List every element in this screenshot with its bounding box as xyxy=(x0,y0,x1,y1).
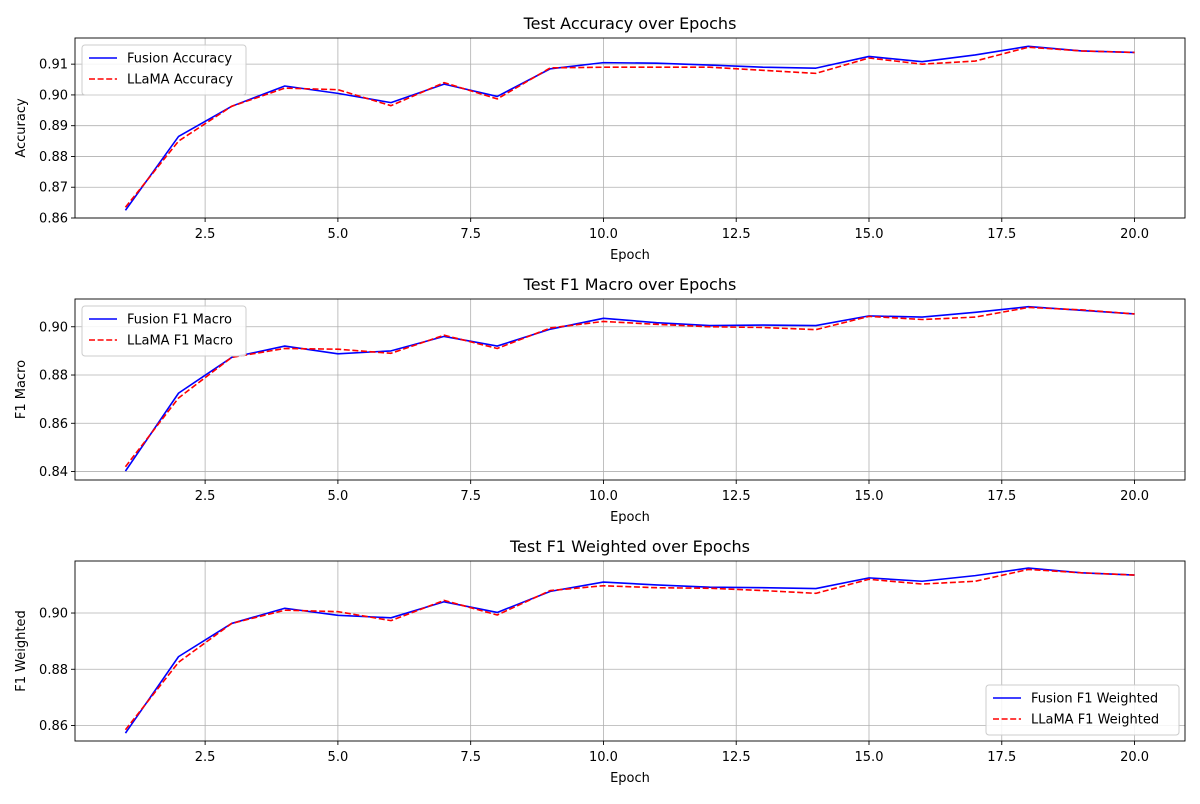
y-tick-label: 0.90 xyxy=(39,607,68,622)
y-tick-label: 0.88 xyxy=(39,663,68,678)
x-tick-label: 7.5 xyxy=(460,750,481,765)
x-tick-label: 2.5 xyxy=(195,489,216,504)
series-line-fusion xyxy=(124,45,1135,211)
y-tick-label: 0.89 xyxy=(39,119,68,134)
y-tick-label: 0.86 xyxy=(39,212,68,227)
x-tick-label: 7.5 xyxy=(460,227,481,242)
legend-label: LLaMA F1 Macro xyxy=(127,334,233,349)
series-line-llama xyxy=(124,46,1135,208)
x-tick-label: 12.5 xyxy=(722,489,751,504)
y-axis-label: Accuracy xyxy=(14,98,29,158)
x-tick-label: 20.0 xyxy=(1120,227,1149,242)
x-tick-label: 20.0 xyxy=(1120,750,1149,765)
y-tick-label: 0.84 xyxy=(39,465,68,480)
plot-frame xyxy=(74,560,1186,742)
x-axis-label: Epoch xyxy=(610,771,650,786)
x-tick-label: 17.5 xyxy=(987,750,1016,765)
x-tick-label: 2.5 xyxy=(195,750,216,765)
y-tick-label: 0.91 xyxy=(39,58,68,73)
y-tick-label: 0.86 xyxy=(39,417,68,432)
x-tick-label: 12.5 xyxy=(722,227,751,242)
y-tick-label: 0.88 xyxy=(39,150,68,165)
legend-box xyxy=(81,44,247,96)
x-tick-label: 15.0 xyxy=(855,489,884,504)
x-tick-label: 7.5 xyxy=(460,489,481,504)
series-line-fusion xyxy=(124,305,1135,472)
legend: Fusion F1 Macro LLaMA F1 Macro xyxy=(81,305,247,357)
series-line-llama xyxy=(124,568,1135,731)
legend-label: Fusion F1 Weighted xyxy=(1031,692,1158,707)
x-tick-label: 12.5 xyxy=(722,750,751,765)
legend-label: Fusion F1 Macro xyxy=(127,313,232,328)
legend-label: LLaMA Accuracy xyxy=(127,73,233,88)
plot-frame xyxy=(74,37,1186,219)
chart-title: Test Accuracy over Epochs xyxy=(523,14,737,33)
chart-panel-2: 2.5 5.0 7.5 10.0 12.5 15.0 17.5 20.0 0.84 0.86 0.8… xyxy=(14,275,1186,525)
x-tick-label: 15.0 xyxy=(855,750,884,765)
series-line-fusion xyxy=(124,567,1135,734)
y-tick-label: 0.87 xyxy=(39,181,68,196)
legend-label: Fusion Accuracy xyxy=(127,52,232,67)
plot-frame xyxy=(74,298,1186,481)
y-tick-label: 0.90 xyxy=(39,88,68,103)
x-tick-label: 20.0 xyxy=(1120,489,1149,504)
y-tick-label: 0.86 xyxy=(39,719,68,734)
x-tick-label: 10.0 xyxy=(589,489,618,504)
x-tick-label: 17.5 xyxy=(987,227,1016,242)
x-tick-label: 5.0 xyxy=(328,489,349,504)
chart-title: Test F1 Weighted over Epochs xyxy=(509,537,750,556)
y-axis-label: F1 Weighted xyxy=(14,610,29,691)
x-tick-label: 5.0 xyxy=(328,750,349,765)
chart-title: Test F1 Macro over Epochs xyxy=(523,275,737,294)
x-tick-label: 10.0 xyxy=(589,227,618,242)
x-axis-label: Epoch xyxy=(610,510,650,525)
y-tick-label: 0.88 xyxy=(39,369,68,384)
y-axis-label: F1 Macro xyxy=(14,360,29,419)
legend-label: LLaMA F1 Weighted xyxy=(1031,713,1159,728)
chart-panel-1: 2.5 5.0 7.5 10.0 12.5 15.0 17.5 20.0 0.86 0.87 0.8… xyxy=(14,14,1186,263)
legend-box xyxy=(985,684,1180,736)
x-axis-label: Epoch xyxy=(610,248,650,263)
x-tick-label: 5.0 xyxy=(328,227,349,242)
series-line-llama xyxy=(124,306,1135,468)
chart-panel-3: 2.5 5.0 7.5 10.0 12.5 15.0 17.5 20.0 0.86 0.88 0.9… xyxy=(14,537,1186,786)
x-tick-label: 15.0 xyxy=(855,227,884,242)
x-tick-label: 10.0 xyxy=(589,750,618,765)
legend: Fusion Accuracy LLaMA Accuracy xyxy=(81,44,247,96)
legend: Fusion F1 Weighted LLaMA F1 Weighted xyxy=(985,684,1180,736)
x-tick-label: 2.5 xyxy=(195,227,216,242)
legend-box xyxy=(81,305,247,357)
y-tick-label: 0.90 xyxy=(39,320,68,335)
x-tick-label: 17.5 xyxy=(987,489,1016,504)
